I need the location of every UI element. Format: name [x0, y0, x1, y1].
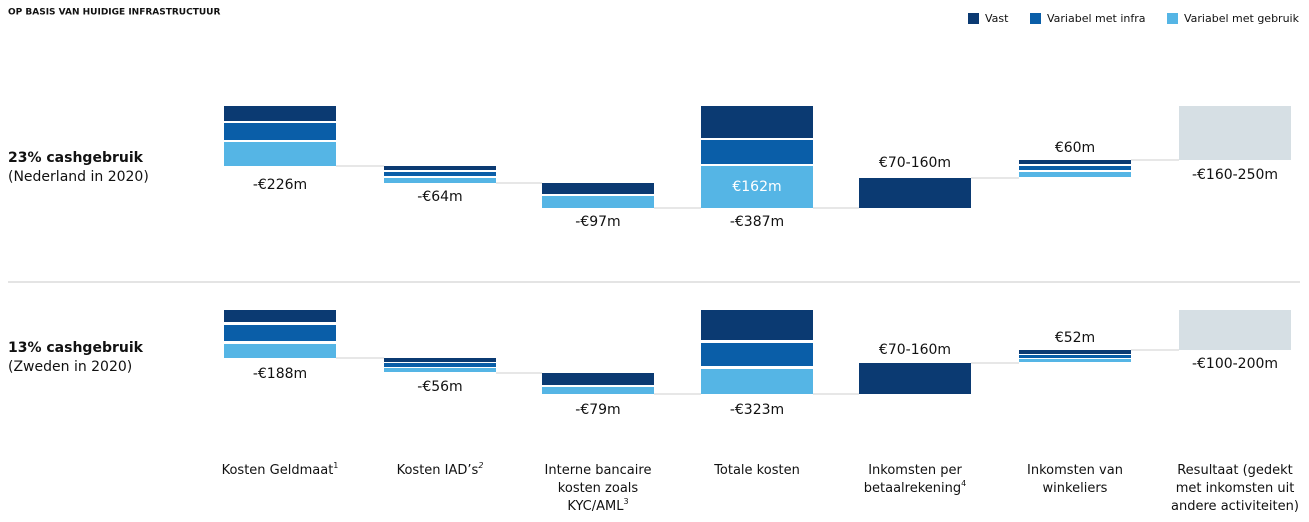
row-sublabel: (Zweden in 2020)	[8, 359, 132, 375]
value-label: -€100-200m	[1192, 356, 1278, 372]
legend-swatch	[1030, 13, 1041, 24]
footnote-mark: 4	[961, 479, 966, 488]
bar-segment	[224, 344, 336, 358]
value-label: -€226m	[253, 177, 307, 193]
column-label: Resultaat (gedekt	[1177, 463, 1293, 478]
bar-segment	[701, 166, 813, 208]
bar-segment	[384, 172, 496, 176]
bar-segment	[701, 343, 813, 366]
column-label-line: winkeliers	[1043, 481, 1108, 496]
column-label-line: kosten zoals	[558, 481, 639, 496]
column-label: Inkomsten van	[1027, 463, 1123, 478]
bar-segment	[384, 358, 496, 362]
bar-segment	[1019, 359, 1131, 362]
column-label-line: Interne bancaire	[545, 463, 652, 478]
bar-segment	[384, 178, 496, 183]
column-label: Kosten IAD’s2	[397, 461, 484, 478]
column-label-line: Kosten Geldmaat	[222, 463, 334, 478]
inside-label: €162m	[732, 179, 781, 195]
bar-segment	[859, 363, 971, 394]
bar-segment	[224, 325, 336, 341]
bar-segment	[1019, 350, 1131, 354]
column-label-line: andere activiteiten)	[1171, 499, 1299, 514]
value-label: -€64m	[417, 189, 462, 205]
legend-label: Vast	[985, 12, 1009, 25]
column-label: met inkomsten uit	[1176, 481, 1295, 496]
column-label: andere activiteiten)	[1171, 499, 1299, 514]
bar-segment	[701, 140, 813, 164]
bar-segment	[384, 368, 496, 372]
footnote-mark: 3	[624, 497, 629, 506]
bar-segment	[384, 363, 496, 367]
bar-segment	[542, 196, 654, 208]
value-label: -€160-250m	[1192, 167, 1278, 183]
column-label: betaalrekening4	[864, 479, 966, 496]
value-label: €70-160m	[879, 342, 951, 358]
footnote-mark: 2	[478, 461, 483, 470]
value-label: €70-160m	[879, 155, 951, 171]
column-label: kosten zoals	[558, 481, 639, 496]
bar-segment	[542, 183, 654, 194]
bar-segment	[542, 373, 654, 385]
bar-segment	[1019, 355, 1131, 358]
column-label: Totale kosten	[713, 463, 800, 478]
column-label: Interne bancaire	[545, 463, 652, 478]
bar-segment	[542, 387, 654, 394]
bar-segment	[1019, 166, 1131, 170]
bar-segment	[1179, 310, 1291, 350]
column-label-line: betaalrekening	[864, 481, 961, 496]
column-label-line: Totale kosten	[713, 463, 800, 478]
bar-segment	[701, 106, 813, 138]
value-label: -€79m	[575, 402, 620, 418]
row-label: 13% cashgebruik	[8, 340, 144, 356]
column-label-line: KYC/AML	[567, 499, 624, 514]
legend-label: Variabel met infra	[1047, 12, 1146, 25]
column-label: winkeliers	[1043, 481, 1108, 496]
column-label: Kosten Geldmaat1	[222, 461, 339, 478]
bar-segment	[384, 166, 496, 170]
bar-segment	[1179, 106, 1291, 160]
value-label: -€188m	[253, 366, 307, 382]
bar-segment	[701, 369, 813, 394]
footnote-mark: 1	[333, 461, 338, 470]
bar-segment	[701, 310, 813, 340]
row-sublabel: (Nederland in 2020)	[8, 169, 149, 185]
bar-segment	[224, 142, 336, 166]
value-label: -€56m	[417, 379, 462, 395]
bar-segment	[224, 106, 336, 121]
bar-segment	[224, 310, 336, 322]
bar-segment	[859, 178, 971, 208]
value-label: -€387m	[730, 214, 784, 230]
column-label-line: met inkomsten uit	[1176, 481, 1295, 496]
value-label: €52m	[1055, 330, 1095, 346]
column-label-line: Kosten IAD’s	[397, 463, 479, 478]
value-label: €60m	[1055, 140, 1095, 156]
column-label: KYC/AML3	[567, 497, 628, 514]
legend-label: Variabel met gebruik	[1184, 12, 1300, 25]
bar-segment	[1019, 172, 1131, 177]
column-label-line: Inkomsten van	[1027, 463, 1123, 478]
column-label: Inkomsten per	[868, 463, 962, 478]
bar-segment	[224, 123, 336, 140]
legend-swatch	[1167, 13, 1178, 24]
legend-swatch	[968, 13, 979, 24]
bar-segment	[1019, 160, 1131, 164]
column-label-line: Resultaat (gedekt	[1177, 463, 1293, 478]
title: OP BASIS VAN HUIDIGE INFRASTRUCTUUR	[8, 8, 220, 18]
column-label-line: Inkomsten per	[868, 463, 962, 478]
row-label: 23% cashgebruik	[8, 150, 144, 166]
value-label: -€97m	[575, 214, 620, 230]
value-label: -€323m	[730, 402, 784, 418]
